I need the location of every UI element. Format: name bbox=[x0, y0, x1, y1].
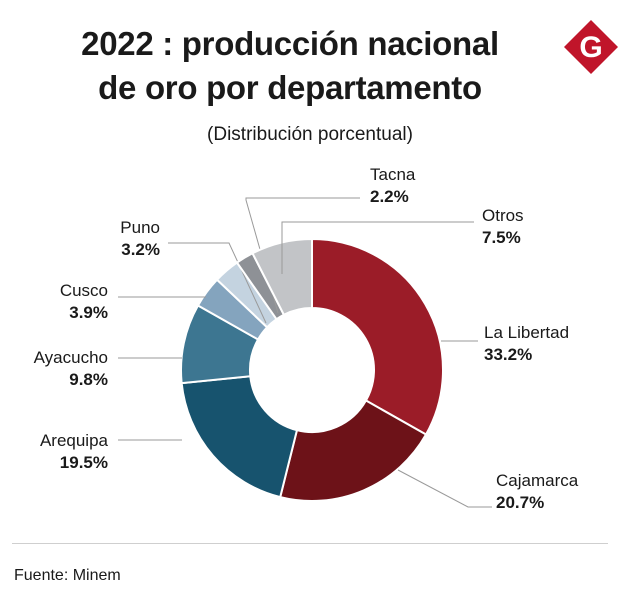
chart-subtitle: (Distribución porcentual) bbox=[207, 124, 413, 145]
slice-name: Ayacucho bbox=[33, 348, 108, 367]
slice-name: Otros bbox=[482, 206, 524, 225]
slice-arequipa bbox=[180, 375, 299, 499]
slice-name: Tacna bbox=[370, 165, 416, 184]
slice-percent: 9.8% bbox=[69, 370, 108, 389]
slice-percent: 19.5% bbox=[59, 453, 108, 472]
slice-otros bbox=[251, 237, 313, 317]
donut-chart bbox=[118, 197, 492, 508]
slice-label-la-libertad: La Libertad 33.2% bbox=[484, 322, 569, 366]
slice-la-libertad bbox=[311, 237, 444, 436]
slice-name: Arequipa bbox=[39, 431, 108, 450]
brand-logo-letter: G bbox=[579, 31, 602, 64]
slice-cajamarca bbox=[279, 399, 428, 502]
slice-percent: 33.2% bbox=[484, 345, 533, 364]
slice-label-cajamarca: Cajamarca 20.7% bbox=[496, 470, 578, 514]
chart-title-line1: 2022 : producción nacional bbox=[81, 25, 499, 62]
slice-label-puno: Puno 3.2% bbox=[120, 217, 160, 261]
leader-line-otros bbox=[281, 221, 474, 274]
slice-percent: 3.2% bbox=[121, 240, 160, 259]
chart-title: 2022 : producción nacional de oro por de… bbox=[40, 22, 540, 110]
slice-percent: 7.5% bbox=[482, 228, 521, 247]
leader-line-cajamarca bbox=[397, 469, 492, 508]
chart-title-line2: de oro por departamento bbox=[98, 69, 482, 106]
slice-label-cusco: Cusco 3.9% bbox=[60, 280, 108, 324]
slice-name: Cajamarca bbox=[496, 471, 579, 490]
source-note: Fuente: Minem bbox=[14, 567, 121, 584]
footer-divider bbox=[12, 543, 608, 544]
leader-line-puno bbox=[168, 242, 267, 324]
slice-label-ayacucho: Ayacucho 9.8% bbox=[34, 347, 108, 391]
slice-percent: 3.9% bbox=[69, 303, 108, 322]
slice-name: La Libertad bbox=[484, 323, 570, 342]
brand-logo-diamond bbox=[564, 20, 618, 74]
slice-percent: 20.7% bbox=[496, 493, 545, 512]
brand-logo: G bbox=[564, 20, 618, 74]
slice-label-arequipa: Arequipa 19.5% bbox=[40, 430, 108, 474]
slice-name: Cusco bbox=[59, 281, 108, 300]
slice-name: Puno bbox=[120, 218, 160, 237]
slice-label-otros: Otros 7.5% bbox=[482, 205, 524, 249]
slice-label-tacna: Tacna 2.2% bbox=[370, 164, 415, 208]
slice-percent: 2.2% bbox=[370, 187, 409, 206]
